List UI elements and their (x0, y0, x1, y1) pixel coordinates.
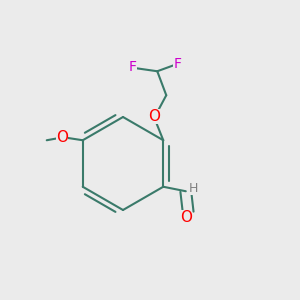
Text: O: O (148, 110, 160, 124)
Text: O: O (56, 130, 68, 145)
Text: H: H (189, 182, 198, 195)
Text: F: F (129, 60, 137, 74)
Text: F: F (173, 57, 181, 71)
Text: O: O (180, 210, 192, 225)
